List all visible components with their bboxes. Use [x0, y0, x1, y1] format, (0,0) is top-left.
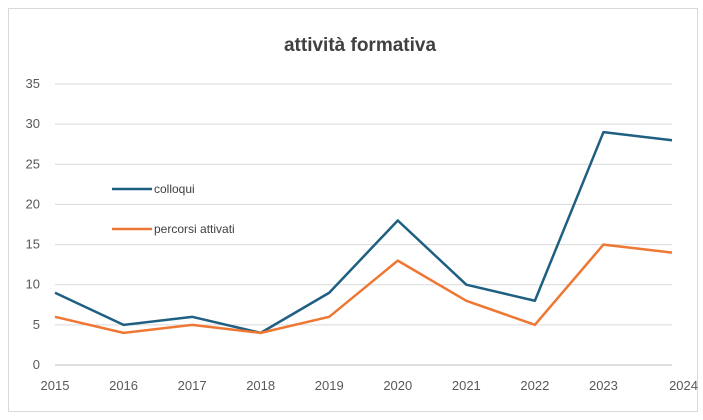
y-tick-label: 15	[26, 237, 40, 252]
y-axis-ticks: 0 5 10 15 20 25 30 35	[26, 76, 40, 372]
series-line-percorsi-attivati	[54, 243, 673, 335]
x-tick-label: 2022	[520, 378, 549, 393]
x-tick-label: 2019	[315, 378, 344, 393]
x-tick-label: 2018	[246, 378, 275, 393]
x-tick-label: 2021	[452, 378, 481, 393]
series-lines	[54, 130, 673, 335]
legend-label: colloqui	[154, 182, 195, 196]
chart-frame	[8, 8, 698, 412]
x-tick-label: 2020	[383, 378, 412, 393]
y-tick-label: 30	[26, 116, 40, 131]
x-tick-label: 2016	[109, 378, 138, 393]
y-tick-label: 20	[26, 196, 40, 211]
x-tick-label: 2015	[41, 378, 70, 393]
chart-title: attività formativa	[284, 35, 436, 56]
y-tick-label: 0	[33, 357, 40, 372]
legend-label: percorsi attivati	[154, 222, 235, 236]
y-tick-label: 35	[26, 76, 40, 91]
x-tick-label: 2023	[589, 378, 618, 393]
x-tick-label: 2017	[178, 378, 207, 393]
x-axis-ticks: 2015 2016 2017 2018 2019 2020 2021 2022 2023 2024	[41, 378, 698, 393]
gridlines	[55, 83, 672, 366]
y-tick-label: 25	[26, 156, 40, 171]
y-tick-label: 10	[26, 277, 40, 292]
series-line-colloqui	[54, 130, 673, 335]
legend: colloqui percorsi attivati	[112, 182, 235, 236]
y-tick-label: 5	[33, 317, 40, 332]
x-tick-label: 2024	[669, 378, 698, 393]
